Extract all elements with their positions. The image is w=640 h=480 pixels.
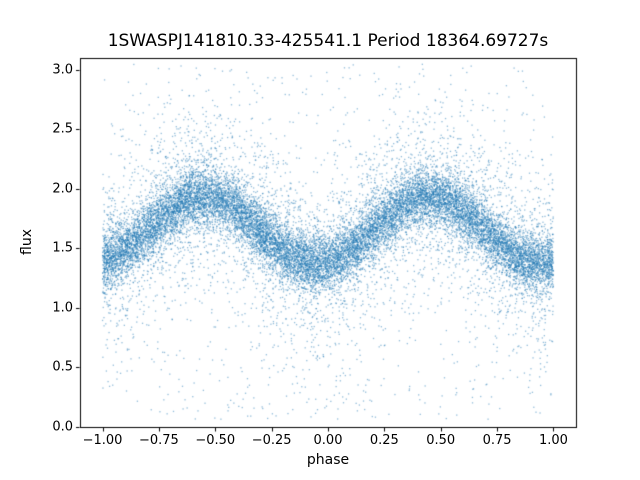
y-tick-label: 1.0 (52, 300, 73, 316)
x-tick-label: −0.75 (138, 433, 179, 448)
y-axis-label: flux (19, 229, 35, 255)
x-tick-label: −0.25 (251, 433, 292, 448)
y-tick-label: 2.5 (52, 121, 73, 137)
x-axis-label: phase (306, 452, 350, 468)
x-tick-label: 0.25 (369, 433, 399, 448)
chart-title: 1SWASPJ141810.33-425541.1 Period 18364.6… (107, 31, 549, 51)
y-tick-label: 3.0 (52, 62, 73, 78)
x-tick-label: −1.00 (82, 433, 123, 448)
y-tick-label: 0.0 (52, 419, 73, 435)
x-tick-label: −0.50 (195, 433, 236, 448)
x-tick-label: 0.50 (426, 433, 456, 448)
y-tick-label: 1.5 (52, 240, 73, 256)
y-tick-label: 0.5 (52, 359, 73, 375)
x-tick-label: 0.75 (482, 433, 512, 448)
x-tick-label: 0.00 (313, 433, 343, 448)
y-tick-label: 2.0 (52, 181, 73, 197)
x-tick-label: 1.00 (538, 433, 568, 448)
